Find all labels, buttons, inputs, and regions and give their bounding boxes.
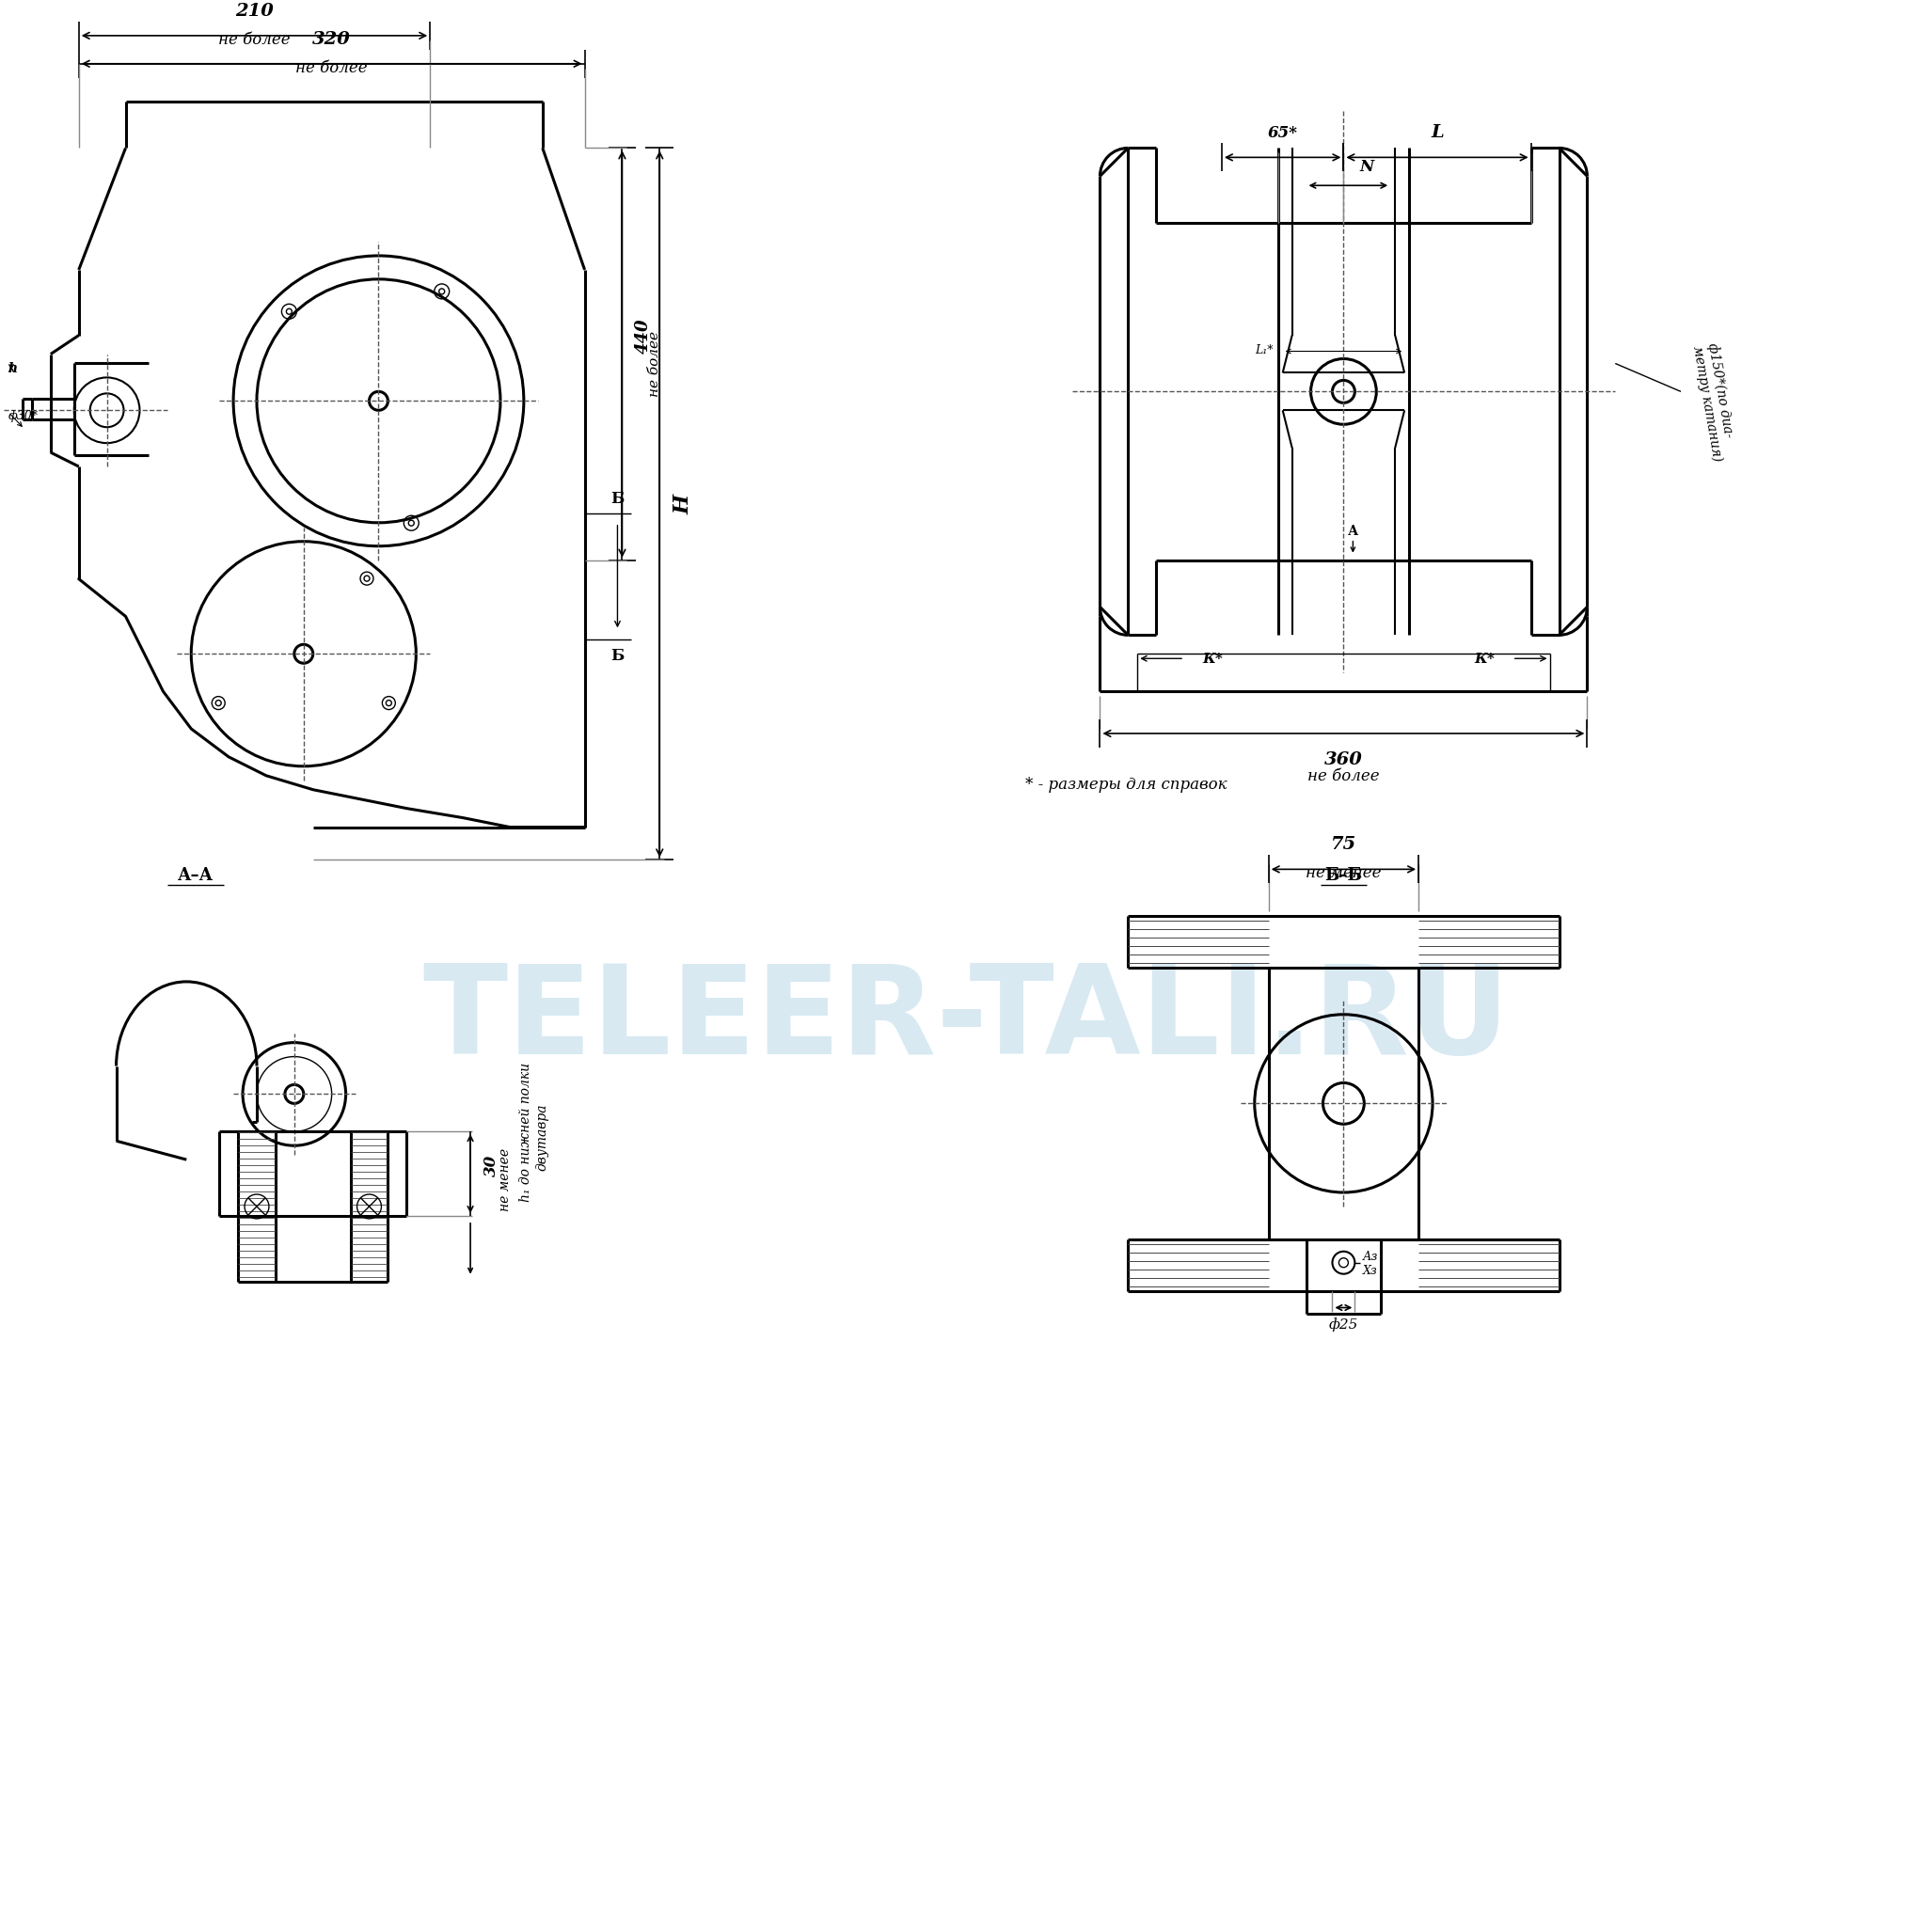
Text: 210: 210 [236,2,274,19]
Text: H: H [672,494,694,515]
Text: не менее: не менее [1306,865,1381,882]
Text: не более: не более [218,32,290,48]
Text: h₁ до нижней полки: h₁ до нижней полки [520,1063,531,1201]
Text: Б: Б [611,647,624,664]
Text: 75: 75 [1331,836,1356,853]
Text: К*: К* [1474,653,1493,666]
Text: 440: 440 [636,319,653,353]
Text: 320: 320 [313,31,352,48]
Text: TELEER-TALI.RU: TELEER-TALI.RU [423,960,1509,1079]
Text: не более: не более [649,332,661,397]
Text: N: N [1360,158,1374,176]
Text: не менее: не менее [498,1147,512,1210]
Text: А: А [1349,525,1358,538]
Text: Аз
Хз: Аз Хз [1362,1250,1378,1275]
Text: Б: Б [611,491,624,506]
Text: ф25: ф25 [1329,1317,1358,1331]
Text: двутавра: двутавра [535,1103,549,1170]
Text: h: h [8,363,17,376]
Text: 360: 360 [1323,750,1362,767]
Text: К*: К* [1202,653,1223,666]
Text: 30: 30 [483,1153,500,1176]
Text: L₁*: L₁* [1256,344,1273,357]
Text: не более: не более [296,59,367,76]
Text: * - размеры для справок: * - размеры для справок [1026,777,1227,792]
Text: ф150*(по диа-
метру катания): ф150*(по диа- метру катания) [1690,342,1741,462]
Text: не более: не более [1308,767,1379,785]
Text: ф30*: ф30* [8,410,39,422]
Text: А–А: А–А [178,867,214,884]
Text: 65*: 65* [1267,126,1298,141]
Text: L: L [1432,124,1443,141]
Text: Б–Б: Б–Б [1325,867,1362,884]
